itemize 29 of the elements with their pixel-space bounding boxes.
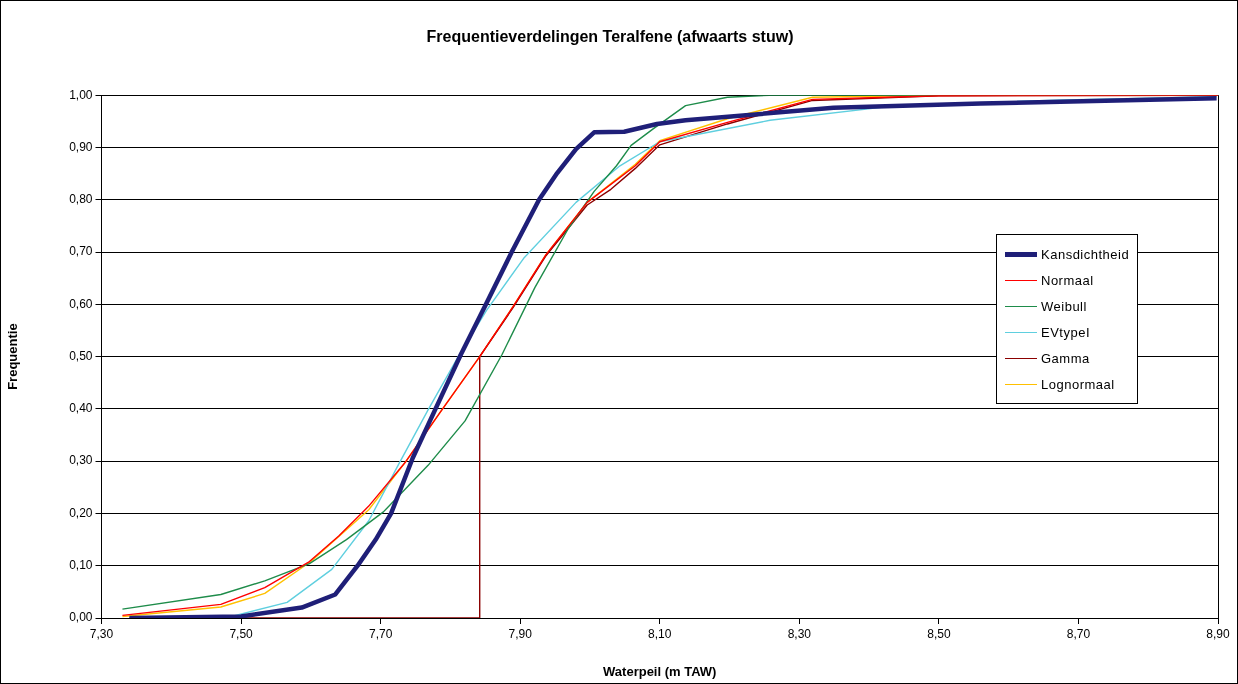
x-tick-label: 8,70 (1066, 626, 1091, 641)
y-tick-label: 0,70 (69, 244, 93, 259)
y-tick-label: 0,60 (69, 296, 93, 311)
legend-label: Normaal (1041, 272, 1094, 288)
x-tick-label: 7,30 (89, 626, 114, 641)
x-axis-title: Waterpeil (m TAW) (603, 663, 717, 679)
x-tick-label: 8,90 (1206, 626, 1230, 641)
x-tick-label: 8,50 (927, 626, 951, 641)
y-tick-label: 1,00 (69, 87, 93, 102)
y-tick-label: 0,90 (69, 139, 93, 154)
legend-label: Lognormaal (1041, 376, 1115, 392)
y-tick-label: 0,40 (69, 401, 93, 416)
y-tick-label: 0,50 (69, 348, 93, 363)
legend-label: Weibull (1041, 298, 1087, 314)
y-axis-title: Frequentie (5, 323, 21, 390)
y-tick-label: 0,20 (69, 505, 93, 520)
x-tick-label: 7,90 (508, 626, 533, 641)
x-tick-label: 7,50 (229, 626, 254, 641)
y-tick-label: 0,30 (69, 453, 93, 468)
legend-label: EVtypeI (1041, 324, 1091, 340)
x-tick-label: 8,30 (787, 626, 812, 641)
y-tick-label: 0,80 (69, 192, 93, 207)
x-tick-label: 7,70 (368, 626, 393, 641)
legend-label: Gamma (1041, 350, 1090, 366)
legend-label: Kansdichtheid (1041, 246, 1130, 262)
y-tick-label: 0,00 (69, 610, 93, 625)
chart-title: Frequentieverdelingen Teralfene (afwaarts stuw) (426, 28, 794, 46)
y-tick-label: 0,10 (69, 558, 93, 573)
x-tick-label: 8,10 (648, 626, 672, 641)
